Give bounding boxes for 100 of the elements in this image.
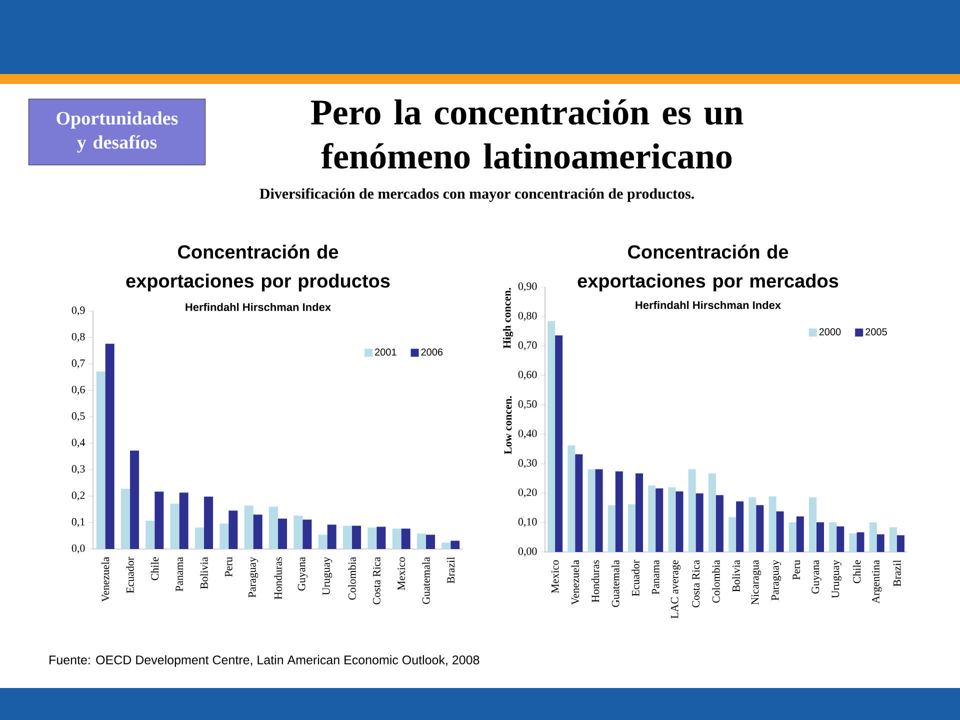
bar	[204, 496, 214, 549]
bar	[588, 469, 596, 552]
y-tick-label: 0,20	[518, 488, 537, 498]
bar	[696, 493, 704, 552]
y-tick-label: 0,90	[518, 282, 537, 292]
bar	[736, 501, 744, 552]
x-tick-label: Nicaragua	[751, 560, 761, 605]
bar	[130, 450, 140, 549]
x-tick-label: Panama	[176, 556, 183, 592]
bar	[368, 528, 377, 549]
x-tick-label: Ecuador	[126, 556, 134, 594]
x-tick-label: Honduras	[274, 557, 282, 600]
x-tick-label: Costa Rica	[692, 560, 700, 608]
x-tick-label: Colombia	[348, 556, 356, 600]
y-tick-label: 0,1	[72, 518, 85, 528]
x-tick-label: Mexico	[398, 557, 406, 590]
x-tick-label: Costa Rica	[372, 556, 380, 604]
bar	[849, 533, 857, 552]
bar	[450, 540, 460, 549]
bar	[796, 516, 804, 552]
bar	[96, 372, 106, 549]
x-tick-label: Bolivia	[732, 560, 740, 592]
y-tick-label: 0,00	[518, 548, 537, 557]
bar	[829, 522, 837, 552]
bar	[648, 485, 656, 552]
x-tick-label: LAC average	[670, 560, 681, 618]
bar	[220, 524, 229, 549]
bar	[327, 524, 336, 549]
chart-title: Concentración de exportaciones por mercados	[578, 244, 838, 292]
legend-label: 2005	[866, 328, 887, 336]
bar	[876, 534, 884, 552]
bar	[869, 522, 877, 552]
legend-label: 2000	[819, 328, 841, 336]
x-tick-label: Guatemala	[422, 556, 430, 604]
x-tick-label: Brazil	[446, 557, 455, 584]
text: Diversificación de mercados con mayor concentración de productos.	[260, 188, 694, 202]
bar	[555, 335, 563, 552]
bar	[170, 504, 180, 549]
bar	[756, 505, 764, 552]
bar	[352, 526, 362, 549]
x-tick-label: Venezuela	[571, 560, 580, 605]
x-tick-label: Argentina	[872, 560, 882, 604]
bar	[228, 510, 238, 549]
bar	[244, 506, 254, 549]
bar	[376, 526, 386, 549]
bar	[816, 522, 824, 552]
legend-label: 2006	[421, 348, 443, 356]
bar	[568, 445, 576, 552]
y-tick-label: 0,60	[518, 370, 537, 380]
y-tick-label: 0,7	[72, 359, 85, 368]
text: Oportunidades y desafíos	[56, 111, 178, 153]
x-tick-label: Peru	[225, 556, 232, 577]
bar	[708, 473, 716, 552]
legend-label: 2001	[375, 348, 396, 356]
bar	[615, 471, 623, 552]
text: Low concen.	[504, 396, 512, 454]
y-tick-label: 0,40	[518, 430, 537, 439]
y-tick-label: 0,10	[518, 518, 537, 528]
bar	[343, 526, 352, 549]
x-tick-label: Guyana	[812, 560, 822, 594]
bar	[728, 517, 736, 552]
bar	[668, 487, 676, 552]
text: Herfindahl Hirschman Index	[636, 300, 781, 310]
bar	[253, 514, 262, 549]
bar	[636, 473, 644, 552]
bar	[269, 506, 278, 549]
bar	[595, 469, 603, 552]
x-tick-label: Uruguay	[832, 560, 842, 598]
bar	[146, 520, 155, 549]
bar	[768, 496, 776, 552]
bar	[688, 469, 696, 552]
x-tick-label: Chile	[852, 560, 861, 584]
x-tick-label: Guatemala	[612, 560, 620, 607]
bar	[788, 522, 796, 552]
x-tick-label: Uruguay	[322, 556, 332, 596]
y-tick-label: 0,3	[72, 465, 85, 474]
text: High concen.	[502, 288, 514, 348]
bar	[121, 488, 130, 549]
bar	[676, 491, 684, 552]
x-tick-label: Peru	[792, 560, 800, 580]
bar	[179, 492, 188, 549]
x-tick-label: Paraguay	[248, 556, 258, 598]
x-tick-label: Bolivia	[200, 556, 208, 589]
x-tick-label: Panama	[652, 560, 660, 594]
bar	[856, 532, 864, 552]
bar	[278, 518, 288, 549]
bar	[776, 511, 784, 552]
bar	[318, 534, 328, 549]
y-tick-label: 0,50	[518, 400, 537, 410]
bar	[889, 527, 897, 552]
y-tick-label: 0,30	[518, 459, 537, 468]
y-tick-label: 0,2	[72, 492, 85, 501]
y-tick-label: 0,80	[518, 312, 537, 321]
y-tick-label: 0,0	[72, 544, 85, 554]
x-tick-label: Paraguay	[772, 560, 782, 600]
bar	[575, 454, 583, 552]
chart-subtitle: Herfindahl Hirschman Index	[186, 302, 331, 312]
bar	[809, 497, 817, 552]
bar	[154, 492, 164, 549]
bar	[608, 505, 616, 552]
